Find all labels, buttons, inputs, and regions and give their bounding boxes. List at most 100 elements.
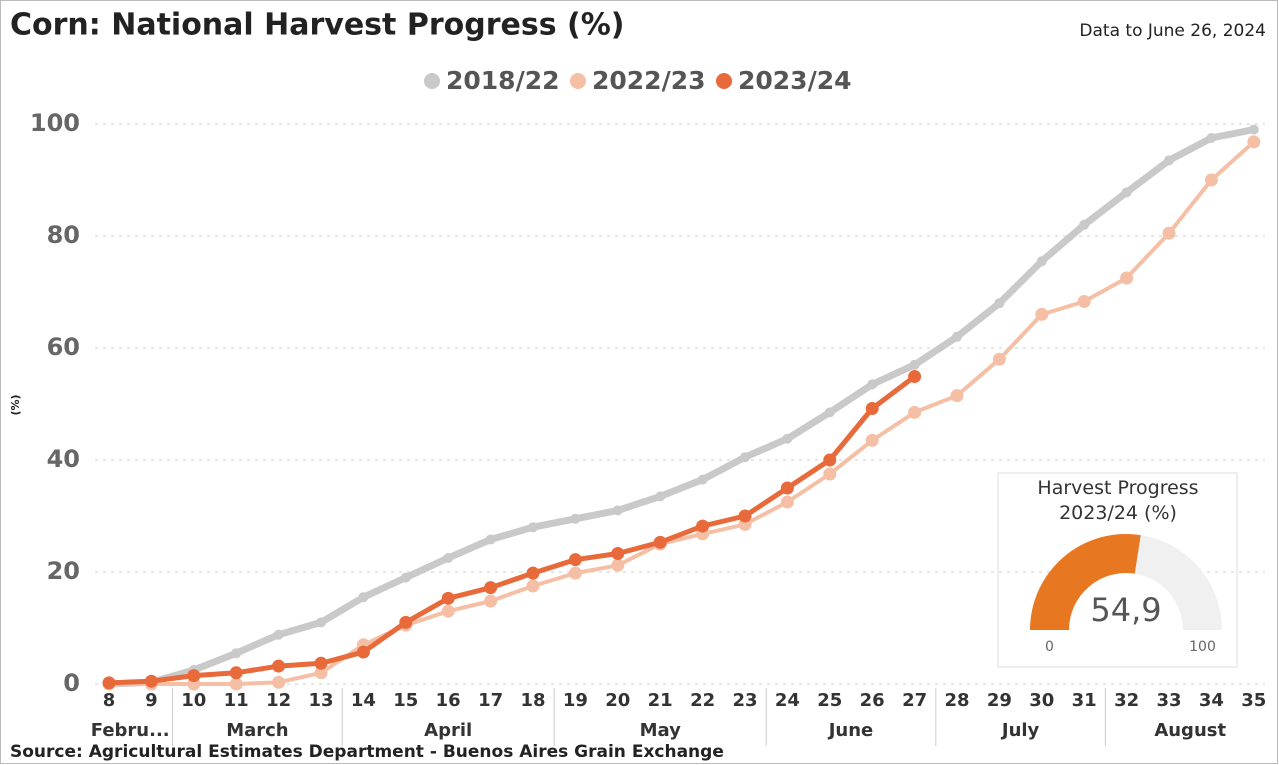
point: [314, 666, 328, 680]
point: [738, 509, 752, 523]
legend-marker: [716, 73, 732, 89]
point: [526, 566, 540, 580]
series-line: [106, 374, 918, 686]
x-tick-label: 13: [308, 690, 333, 711]
point: [484, 581, 498, 595]
point: [144, 674, 158, 688]
x-tick-label: 34: [1199, 690, 1224, 711]
legend-marker: [570, 73, 586, 89]
point: [443, 553, 454, 563]
point: [992, 352, 1006, 366]
x-tick-label: 32: [1114, 690, 1139, 711]
point: [1204, 173, 1218, 187]
point: [780, 481, 794, 495]
point: [102, 676, 116, 690]
point: [611, 547, 625, 561]
point: [1077, 295, 1091, 309]
y-tick-label: 80: [47, 221, 80, 249]
point: [272, 659, 286, 673]
month-label: March: [226, 720, 288, 741]
point: [1206, 133, 1217, 143]
point: [400, 572, 411, 583]
point: [908, 405, 922, 419]
point: [229, 666, 243, 680]
x-tick-label: 27: [902, 690, 927, 711]
point: [909, 359, 920, 370]
gauge-value-label: 54,9: [1090, 591, 1161, 629]
x-tick-label: 23: [732, 690, 757, 711]
point: [485, 534, 496, 545]
month-label: June: [827, 720, 874, 741]
point: [229, 677, 243, 691]
point: [570, 513, 581, 524]
point: [441, 591, 455, 605]
x-tick-label: 26: [860, 690, 885, 711]
point: [867, 379, 878, 390]
legend-label: 2018/22: [446, 66, 560, 95]
month-label: Febru...: [91, 720, 170, 741]
x-tick-label: 11: [224, 690, 249, 711]
point: [1079, 219, 1090, 230]
series-line: [107, 139, 1256, 686]
legend-label: 2022/23: [592, 66, 706, 95]
x-tick-label: 35: [1241, 690, 1266, 711]
month-label: August: [1154, 720, 1226, 741]
x-tick-label: 14: [351, 690, 376, 711]
point: [823, 467, 837, 481]
gauge-title: Harvest Progress 2023/24 (%): [1037, 477, 1199, 524]
y-tick-label: 100: [30, 109, 80, 137]
y-tick-label: 0: [63, 669, 80, 697]
month-label: July: [1000, 720, 1040, 741]
y-tick-label: 20: [47, 557, 80, 585]
point: [612, 505, 623, 516]
point: [952, 331, 962, 342]
point: [780, 495, 794, 509]
point: [187, 669, 201, 683]
x-tick-label: 10: [181, 690, 206, 711]
point: [655, 491, 666, 502]
point: [399, 615, 413, 629]
point: [653, 535, 667, 549]
point: [1247, 135, 1261, 149]
legend-marker: [424, 73, 440, 89]
x-tick-label: 24: [775, 690, 800, 711]
point: [568, 566, 582, 580]
point: [994, 298, 1005, 309]
x-tick-label: 33: [1156, 690, 1181, 711]
point: [1164, 155, 1174, 166]
point: [865, 433, 879, 447]
x-tick-label: 31: [1072, 690, 1097, 711]
point: [696, 519, 710, 533]
series-line: [105, 126, 1258, 688]
month-label: April: [424, 720, 472, 741]
point: [568, 553, 582, 567]
point: [356, 645, 370, 659]
x-tick-label: 28: [944, 690, 969, 711]
subtitle: Data to June 26, 2024: [1079, 21, 1266, 41]
x-tick-label: 29: [987, 690, 1012, 711]
x-tick-label: 8: [103, 690, 116, 711]
point: [1248, 124, 1259, 135]
point: [528, 522, 538, 533]
point: [1035, 307, 1049, 321]
y-tick-label: 40: [47, 445, 80, 473]
point: [231, 648, 242, 659]
point: [526, 579, 540, 593]
x-tick-label: 16: [436, 690, 461, 711]
legend-label: 2023/24: [738, 66, 852, 95]
x-tick-label: 17: [478, 690, 503, 711]
point: [316, 617, 326, 628]
point: [740, 452, 750, 463]
point: [1036, 256, 1047, 267]
point: [824, 407, 835, 418]
gauge-value: [1030, 534, 1141, 630]
source: Source: Agricultural Estimates Departmen…: [10, 742, 724, 762]
x-tick-label: 15: [393, 690, 418, 711]
point: [782, 433, 793, 444]
point: [273, 629, 284, 640]
point: [441, 604, 455, 618]
x-tick-label: 21: [648, 690, 673, 711]
x-tick-label: 20: [605, 690, 630, 711]
gauge-min: 0: [1045, 639, 1054, 655]
point: [484, 594, 498, 608]
